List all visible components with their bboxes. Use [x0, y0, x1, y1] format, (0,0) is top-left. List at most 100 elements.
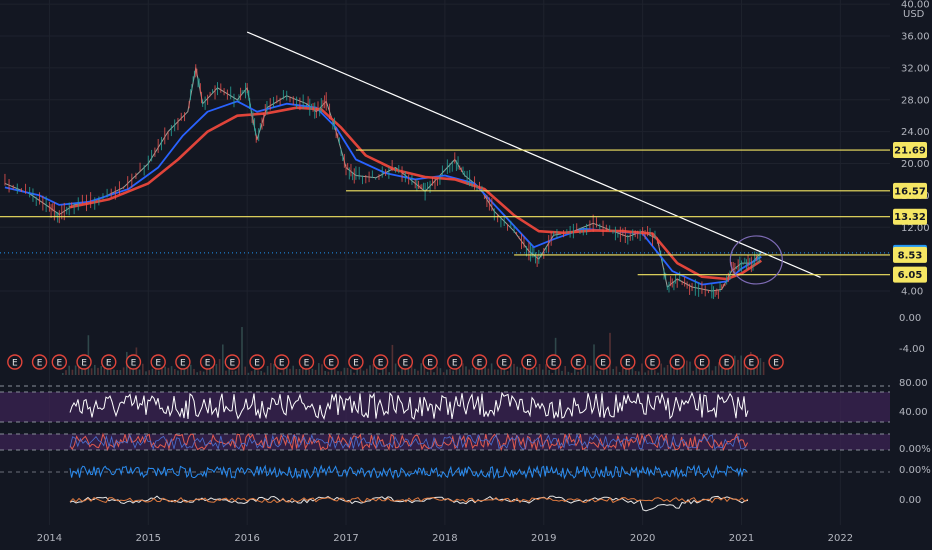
volume-bar: [452, 370, 454, 375]
volume-bar: [241, 327, 243, 375]
volume-bar: [362, 370, 365, 375]
trendline[interactable]: [246, 31, 821, 279]
earnings-marker[interactable]: E: [101, 354, 117, 370]
pane-tick-label: 0.00%: [899, 465, 931, 476]
level-price-label: 16.57: [893, 182, 927, 199]
earnings-marker[interactable]: E: [298, 354, 315, 370]
volume-bar: [724, 366, 726, 375]
earnings-letter: E: [56, 359, 62, 369]
year-tick-label: 2020: [630, 533, 655, 544]
volume-bar: [718, 362, 720, 375]
volume-bar: [686, 360, 688, 375]
volume-bar: [708, 359, 710, 375]
earnings-marker[interactable]: E: [545, 354, 562, 370]
price-tick-label: 28.00: [901, 95, 930, 106]
volume-bar: [196, 372, 198, 375]
volume-bar: [529, 366, 531, 375]
price-label-box: [893, 246, 927, 263]
earnings-marker[interactable]: E: [694, 354, 710, 370]
earnings-marker[interactable]: E: [31, 354, 48, 370]
level-price-label: 21.69: [893, 142, 927, 159]
earnings-letter: E: [155, 359, 161, 369]
volume-bar: [193, 368, 195, 375]
volume-bar: [273, 363, 275, 375]
volume-bar: [737, 359, 739, 375]
earnings-marker[interactable]: E: [348, 354, 364, 370]
earnings-circle: [249, 354, 265, 370]
earnings-marker[interactable]: E: [175, 354, 191, 370]
earnings-marker[interactable]: E: [496, 354, 512, 370]
earnings-marker[interactable]: E: [372, 354, 389, 370]
volume-bar: [180, 369, 182, 375]
pane-tick-label: 0.00: [899, 495, 921, 506]
volume-bar: [490, 363, 493, 375]
year-tick-label: 2018: [432, 533, 457, 544]
volume-bar: [570, 372, 573, 375]
volume-bar: [215, 363, 218, 375]
volume-bar: [596, 370, 598, 375]
earnings-letter: E: [724, 359, 730, 369]
earnings-marker[interactable]: E: [471, 354, 488, 370]
time-axis[interactable]: 2014 2015 2016 2017 2018 2019 2020 2021 2022: [37, 533, 853, 544]
volume-bar: [714, 366, 717, 375]
volume-bar: [359, 365, 362, 375]
earnings-marker[interactable]: E: [76, 354, 92, 370]
earnings-marker[interactable]: E: [644, 354, 661, 370]
earnings-marker[interactable]: E: [620, 354, 636, 370]
volume-bar: [599, 370, 602, 375]
volume-bar: [644, 372, 646, 375]
volume-bar: [250, 371, 253, 375]
volume-bar: [532, 369, 534, 375]
earnings-marker[interactable]: E: [249, 354, 265, 370]
volume-bar: [84, 369, 86, 375]
volume-bar: [94, 364, 96, 375]
earnings-marker[interactable]: E: [447, 354, 463, 370]
earnings-marker[interactable]: E: [323, 354, 339, 370]
earnings-circle: [7, 354, 23, 370]
volume-bar: [324, 371, 326, 375]
earnings-circle: [545, 354, 562, 370]
earnings-marker[interactable]: E: [743, 354, 760, 370]
earnings-marker[interactable]: E: [51, 354, 68, 370]
earnings-marker[interactable]: E: [150, 354, 166, 370]
volume-bar: [170, 366, 173, 375]
earnings-circle: [620, 354, 636, 370]
volume-bar: [119, 370, 122, 375]
earnings-marker[interactable]: E: [669, 354, 685, 370]
earnings-marker[interactable]: E: [718, 354, 735, 370]
price-label-text: 21.69: [894, 146, 926, 157]
earnings-marker[interactable]: E: [7, 354, 23, 370]
earnings-marker[interactable]: E: [397, 354, 414, 370]
earnings-circle: [718, 354, 735, 370]
earnings-marker[interactable]: E: [768, 354, 784, 370]
earnings-marker[interactable]: E: [595, 354, 611, 370]
earnings-marker[interactable]: E: [570, 354, 587, 370]
volume-bar: [231, 370, 234, 375]
volume-bar: [378, 372, 381, 375]
volume-bar: [628, 365, 630, 375]
earnings-marker[interactable]: E: [224, 354, 241, 370]
highlight-circle[interactable]: [729, 235, 783, 285]
earnings-letter: E: [254, 359, 260, 369]
earnings-marker[interactable]: E: [521, 354, 537, 370]
earnings-letter: E: [526, 359, 532, 369]
earnings-letter: E: [131, 359, 137, 369]
earnings-marker[interactable]: E: [125, 354, 142, 370]
indicator-panes: [69, 391, 749, 512]
price-series: [4, 64, 763, 300]
volume-bar: [142, 363, 144, 375]
currency-label[interactable]: USD: [903, 9, 925, 20]
volume-bar: [116, 370, 118, 375]
earnings-marker[interactable]: E: [274, 354, 290, 370]
volume-bar: [564, 366, 566, 375]
earnings-circle: [125, 354, 142, 370]
drawings[interactable]: [0, 31, 890, 285]
volume-bar: [394, 363, 397, 375]
earnings-marker[interactable]: E: [422, 354, 438, 370]
earnings-marker[interactable]: E: [199, 354, 216, 370]
volume-bar: [535, 367, 538, 375]
year-tick-label: 2014: [37, 533, 62, 544]
